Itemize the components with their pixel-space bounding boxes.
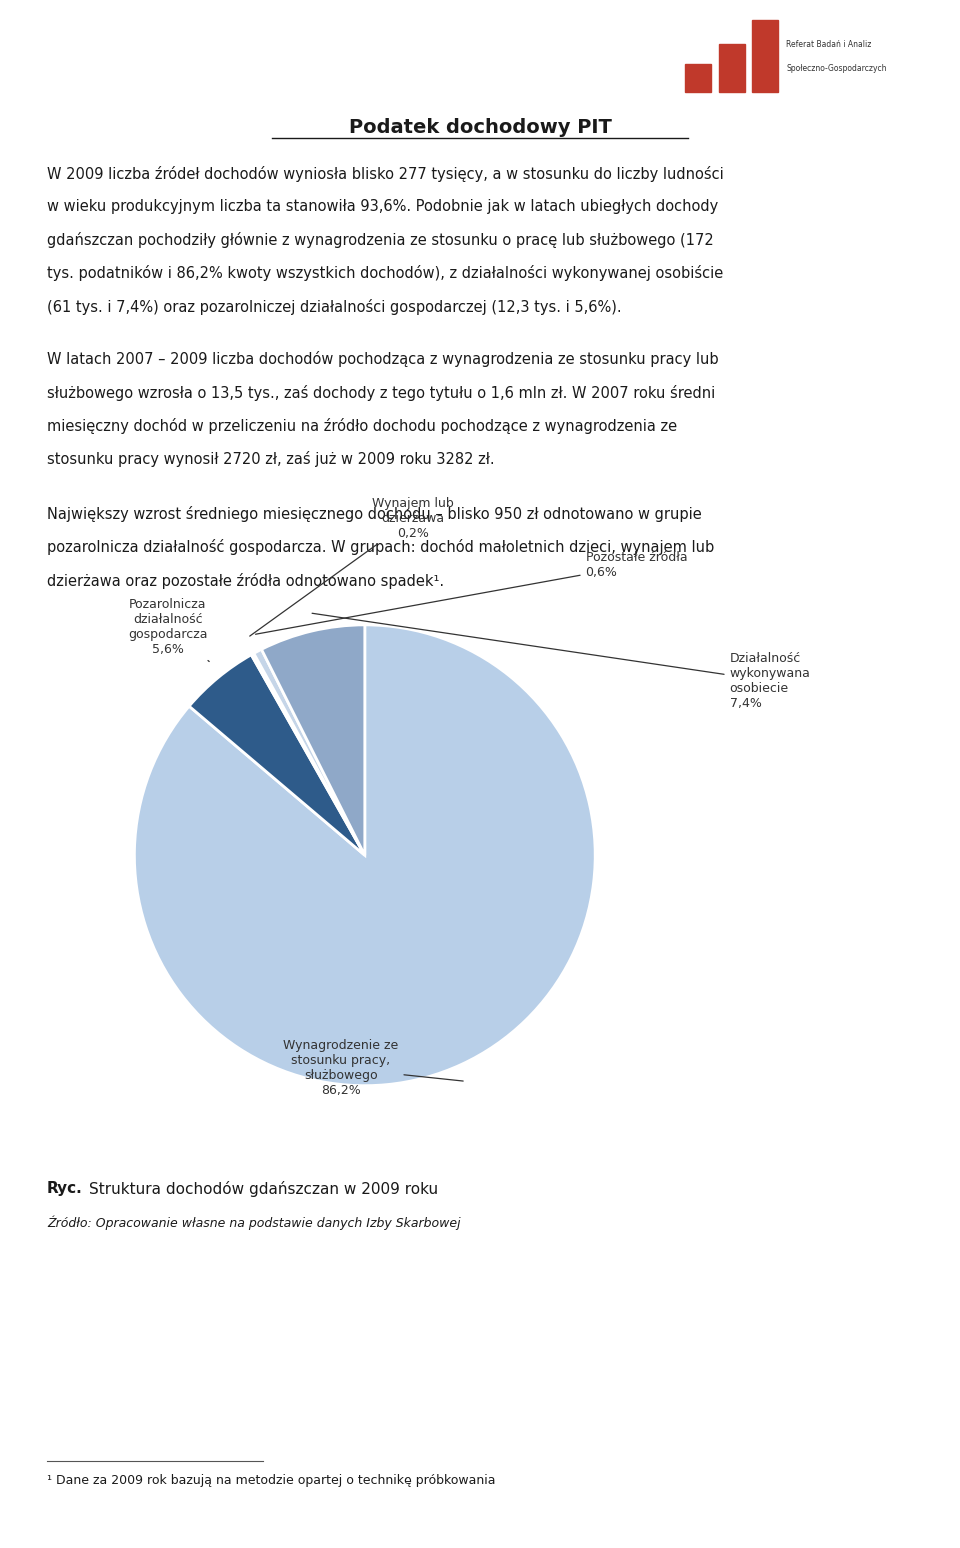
Bar — [719, 43, 745, 91]
Wedge shape — [253, 649, 365, 854]
Text: Wynajem lub
dzierżawa
0,2%: Wynajem lub dzierżawa 0,2% — [250, 497, 454, 636]
Text: W 2009 liczba źródeł dochodów wyniosła blisko 277 tysięcy, a w stosunku do liczb: W 2009 liczba źródeł dochodów wyniosła b… — [47, 166, 724, 181]
Text: miesięczny dochód w przeliczeniu na źródło dochodu pochodzące z wynagrodzenia ze: miesięczny dochód w przeliczeniu na źród… — [47, 418, 677, 433]
Text: Społeczno-Gospodarczych: Społeczno-Gospodarczych — [786, 63, 886, 73]
Text: w wieku produkcyjnym liczba ta stanowiła 93,6%. Podobnie jak w latach ubiegłych : w wieku produkcyjnym liczba ta stanowiła… — [47, 198, 718, 214]
Text: Pozostałe źródła
0,6%: Pozostałe źródła 0,6% — [255, 551, 687, 635]
Text: Pozarolnicza
działalność
gospodarcza
5,6%: Pozarolnicza działalność gospodarcza 5,6… — [129, 598, 209, 661]
Wedge shape — [189, 655, 365, 854]
Text: pozarolnicza działalność gospodarcza. W grupach: dochód małoletnich dzieci, wyna: pozarolnicza działalność gospodarcza. W … — [47, 539, 714, 556]
Wedge shape — [252, 653, 365, 854]
Text: Referat Badań i Analiz: Referat Badań i Analiz — [786, 40, 872, 48]
Text: dzierżawa oraz pozostałe źródła odnotowano spadek¹.: dzierżawa oraz pozostałe źródła odnotowa… — [47, 573, 444, 588]
Wedge shape — [261, 625, 365, 854]
Text: Największy wzrost średniego miesięcznego dochodu – blisko 950 zł odnotowano w gr: Największy wzrost średniego miesięcznego… — [47, 506, 702, 522]
Text: Ryc.: Ryc. — [47, 1181, 83, 1197]
Text: Struktura dochodów gdańszczan w 2009 roku: Struktura dochodów gdańszczan w 2009 rok… — [89, 1181, 439, 1197]
Text: Działalność
wykonywana
osobiecie
7,4%: Działalność wykonywana osobiecie 7,4% — [312, 613, 810, 711]
Text: Wynagrodzenie ze
stosunku pracy,
służbowego
86,2%: Wynagrodzenie ze stosunku pracy, służbow… — [283, 1039, 463, 1098]
Bar — [685, 63, 710, 91]
Text: W latach 2007 – 2009 liczba dochodów pochodząca z wynagrodzenia ze stosunku prac: W latach 2007 – 2009 liczba dochodów poc… — [47, 351, 718, 367]
Text: tys. podatników i 86,2% kwoty wszystkich dochodów), z działalności wykonywanej o: tys. podatników i 86,2% kwoty wszystkich… — [47, 266, 723, 282]
Text: służbowego wzrosła o 13,5 tys., zaś dochody z tego tytułu o 1,6 mln zł. W 2007 r: służbowego wzrosła o 13,5 tys., zaś doch… — [47, 384, 715, 401]
Bar — [753, 20, 779, 91]
Text: ¹ Dane za 2009 rok bazują na metodzie opartej o technikę próbkowania: ¹ Dane za 2009 rok bazują na metodzie op… — [47, 1474, 495, 1486]
Text: Podatek dochodowy PIT: Podatek dochodowy PIT — [348, 118, 612, 136]
Text: gdańszczan pochodziły głównie z wynagrodzenia ze stosunku o pracę lub służbowego: gdańszczan pochodziły głównie z wynagrod… — [47, 232, 713, 248]
Text: stosunku pracy wynosił 2720 zł, zaś już w 2009 roku 3282 zł.: stosunku pracy wynosił 2720 zł, zaś już … — [47, 452, 494, 467]
Text: Źródło: Opracowanie własne na podstawie danych Izby Skarbowej: Źródło: Opracowanie własne na podstawie … — [47, 1215, 461, 1229]
Wedge shape — [134, 625, 595, 1085]
Text: (61 tys. i 7,4%) oraz pozarolniczej działalności gospodarczej (12,3 tys. i 5,6%): (61 tys. i 7,4%) oraz pozarolniczej dzia… — [47, 299, 621, 314]
